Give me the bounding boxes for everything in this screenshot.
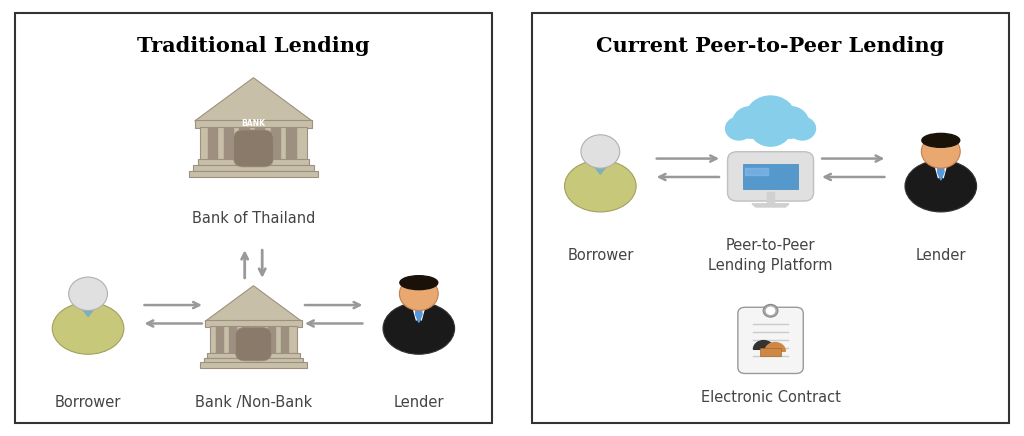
Bar: [767, 192, 774, 204]
Text: Lender: Lender: [393, 395, 444, 410]
Bar: [270, 128, 281, 159]
Text: Traditional Lending: Traditional Lending: [137, 36, 370, 56]
Bar: [761, 348, 780, 356]
FancyBboxPatch shape: [532, 13, 1009, 423]
Text: Peer-to-Peer
Lending Platform: Peer-to-Peer Lending Platform: [709, 238, 833, 273]
Bar: [745, 167, 768, 175]
Bar: [255, 327, 263, 352]
Circle shape: [733, 106, 770, 138]
Polygon shape: [195, 78, 312, 121]
Ellipse shape: [399, 276, 438, 290]
Circle shape: [726, 117, 753, 140]
Bar: [267, 327, 276, 352]
Text: Borrower: Borrower: [55, 395, 121, 410]
Bar: [742, 164, 799, 190]
Circle shape: [581, 135, 620, 168]
Wedge shape: [754, 341, 774, 349]
Bar: [216, 327, 224, 352]
FancyBboxPatch shape: [15, 13, 492, 423]
Polygon shape: [420, 303, 426, 320]
Polygon shape: [942, 161, 948, 178]
Polygon shape: [416, 303, 422, 323]
FancyBboxPatch shape: [738, 307, 803, 374]
Bar: [204, 358, 303, 363]
Bar: [198, 159, 309, 165]
Ellipse shape: [383, 303, 455, 354]
Circle shape: [922, 135, 961, 168]
Polygon shape: [412, 303, 418, 320]
Text: Borrower: Borrower: [567, 248, 634, 263]
Text: Current Peer-to-Peer Lending: Current Peer-to-Peer Lending: [596, 36, 945, 56]
Bar: [195, 119, 312, 128]
Text: BANK: BANK: [242, 119, 265, 128]
Text: Bank of Thailand: Bank of Thailand: [191, 211, 315, 225]
FancyBboxPatch shape: [236, 327, 271, 361]
Bar: [224, 128, 233, 159]
Bar: [201, 362, 306, 368]
Bar: [189, 170, 317, 177]
Ellipse shape: [922, 133, 959, 147]
Text: Electronic Contract: Electronic Contract: [700, 391, 841, 405]
Bar: [240, 128, 250, 159]
Text: Lender: Lender: [915, 248, 966, 263]
Bar: [194, 165, 313, 171]
Polygon shape: [590, 161, 610, 174]
Ellipse shape: [905, 160, 977, 212]
Bar: [207, 353, 300, 358]
Circle shape: [69, 277, 108, 310]
Bar: [287, 128, 297, 159]
Text: Bank /Non-Bank: Bank /Non-Bank: [195, 395, 312, 410]
Circle shape: [771, 106, 808, 138]
Circle shape: [746, 96, 795, 138]
Circle shape: [763, 304, 778, 317]
Ellipse shape: [564, 160, 636, 212]
Polygon shape: [752, 204, 790, 207]
Ellipse shape: [52, 303, 124, 354]
Bar: [281, 327, 289, 352]
Bar: [242, 327, 250, 352]
Circle shape: [788, 117, 815, 140]
Bar: [229, 327, 238, 352]
Polygon shape: [78, 303, 98, 317]
FancyBboxPatch shape: [233, 130, 273, 167]
Bar: [210, 326, 297, 353]
Bar: [205, 320, 302, 327]
Wedge shape: [765, 343, 785, 351]
Circle shape: [399, 277, 438, 310]
Bar: [208, 128, 218, 159]
Bar: [255, 128, 265, 159]
Polygon shape: [938, 161, 944, 180]
Circle shape: [751, 111, 791, 146]
Circle shape: [766, 307, 775, 314]
FancyBboxPatch shape: [728, 152, 813, 201]
Bar: [201, 127, 306, 160]
Polygon shape: [205, 286, 302, 321]
Polygon shape: [934, 161, 940, 178]
